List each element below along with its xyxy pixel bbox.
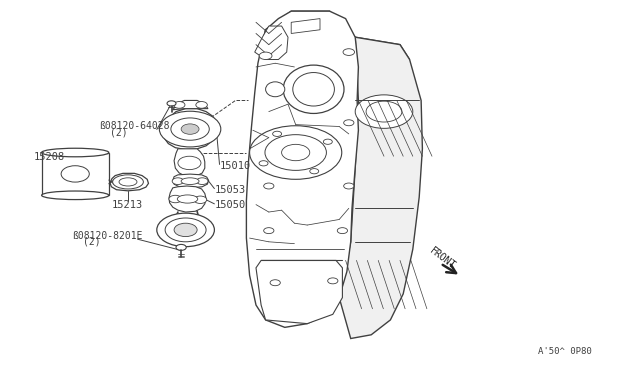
Circle shape [196, 178, 208, 185]
Polygon shape [339, 37, 422, 339]
Text: (2): (2) [110, 127, 128, 137]
Text: A'50^ 0P80: A'50^ 0P80 [538, 347, 591, 356]
Ellipse shape [113, 175, 143, 189]
Circle shape [344, 120, 354, 126]
Text: 15208: 15208 [33, 152, 65, 162]
Polygon shape [173, 100, 208, 110]
Polygon shape [291, 19, 320, 33]
Polygon shape [255, 26, 288, 60]
Polygon shape [163, 109, 218, 150]
Text: ß08120-8201E: ß08120-8201E [72, 231, 143, 241]
Circle shape [328, 278, 338, 284]
Circle shape [265, 135, 326, 170]
Circle shape [282, 144, 310, 161]
Circle shape [176, 244, 186, 250]
Circle shape [259, 52, 272, 60]
Text: 15050: 15050 [214, 201, 246, 210]
Polygon shape [42, 153, 109, 195]
Circle shape [344, 183, 354, 189]
Circle shape [165, 218, 206, 242]
Circle shape [181, 124, 199, 134]
Circle shape [323, 139, 332, 144]
Ellipse shape [177, 195, 198, 203]
Circle shape [159, 111, 221, 147]
Polygon shape [110, 173, 148, 191]
Text: ß08120-64028: ß08120-64028 [99, 122, 170, 131]
Circle shape [310, 169, 319, 174]
Ellipse shape [284, 65, 344, 113]
Polygon shape [246, 11, 358, 327]
Circle shape [355, 95, 413, 128]
Circle shape [171, 118, 209, 140]
Circle shape [264, 228, 274, 234]
Text: (2): (2) [83, 237, 101, 247]
Circle shape [157, 213, 214, 247]
Ellipse shape [42, 148, 109, 157]
Ellipse shape [293, 73, 335, 106]
Ellipse shape [181, 178, 199, 185]
Circle shape [173, 102, 185, 108]
Text: FRONT: FRONT [428, 246, 457, 271]
Circle shape [169, 195, 182, 203]
Polygon shape [256, 260, 342, 324]
Ellipse shape [119, 178, 137, 186]
Text: 15010: 15010 [220, 161, 251, 170]
Circle shape [343, 49, 355, 55]
Circle shape [178, 156, 201, 170]
Circle shape [270, 280, 280, 286]
Polygon shape [261, 11, 410, 67]
Circle shape [194, 196, 207, 203]
Circle shape [196, 102, 207, 108]
Circle shape [264, 183, 274, 189]
Polygon shape [174, 149, 205, 176]
Ellipse shape [266, 82, 285, 97]
Polygon shape [173, 174, 209, 188]
Circle shape [61, 166, 89, 182]
Text: 15053: 15053 [214, 185, 246, 195]
Circle shape [366, 101, 402, 122]
Circle shape [259, 161, 268, 166]
Circle shape [172, 178, 184, 185]
Circle shape [273, 131, 282, 137]
Text: 15213: 15213 [112, 200, 143, 209]
Circle shape [250, 126, 342, 179]
Circle shape [174, 223, 197, 237]
Circle shape [167, 101, 176, 106]
Polygon shape [169, 186, 206, 212]
Circle shape [337, 228, 348, 234]
Ellipse shape [42, 191, 109, 199]
